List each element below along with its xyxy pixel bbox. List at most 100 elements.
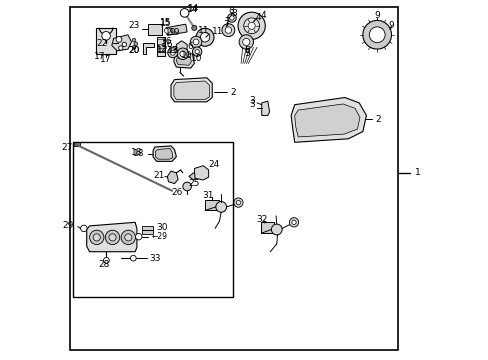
Text: 16: 16 — [162, 40, 173, 49]
Polygon shape — [188, 173, 198, 180]
Bar — [156, 37, 164, 56]
Circle shape — [247, 22, 255, 30]
Text: 17: 17 — [100, 55, 111, 64]
Circle shape — [229, 16, 234, 20]
Text: 19: 19 — [164, 28, 176, 37]
Circle shape — [89, 230, 104, 244]
Circle shape — [134, 42, 137, 45]
Polygon shape — [290, 98, 366, 142]
Circle shape — [180, 9, 188, 17]
Circle shape — [193, 39, 199, 45]
Circle shape — [164, 28, 170, 33]
Circle shape — [215, 202, 226, 212]
Text: 24: 24 — [208, 161, 220, 170]
Text: 32: 32 — [256, 215, 267, 224]
Circle shape — [244, 18, 259, 34]
Text: 6: 6 — [187, 42, 193, 51]
Text: 22: 22 — [96, 39, 107, 48]
Polygon shape — [174, 54, 194, 68]
Circle shape — [135, 233, 142, 240]
Text: 5: 5 — [244, 49, 249, 58]
Text: 13: 13 — [167, 46, 178, 55]
Text: 25: 25 — [188, 179, 200, 188]
Circle shape — [167, 48, 178, 58]
Polygon shape — [294, 104, 359, 137]
Text: 5: 5 — [244, 46, 250, 55]
Polygon shape — [155, 148, 172, 159]
Circle shape — [196, 28, 214, 46]
Circle shape — [190, 36, 202, 48]
Bar — [147, 24, 162, 35]
Circle shape — [227, 14, 236, 22]
Circle shape — [200, 33, 209, 42]
Circle shape — [81, 225, 87, 231]
Text: 3: 3 — [248, 96, 254, 105]
Text: 27: 27 — [61, 143, 73, 152]
Text: 7: 7 — [223, 19, 228, 28]
Circle shape — [242, 39, 249, 45]
Text: 2: 2 — [230, 87, 235, 96]
Circle shape — [222, 24, 234, 37]
Circle shape — [291, 220, 296, 225]
Text: 10: 10 — [181, 51, 192, 60]
Circle shape — [119, 46, 122, 50]
Polygon shape — [167, 171, 178, 184]
Circle shape — [124, 234, 132, 241]
Text: 12: 12 — [156, 45, 167, 54]
Text: 11: 11 — [197, 26, 208, 35]
Text: 23: 23 — [128, 21, 139, 30]
Circle shape — [130, 255, 136, 261]
Polygon shape — [112, 35, 131, 51]
Circle shape — [238, 12, 265, 40]
Text: 18: 18 — [133, 149, 144, 158]
Polygon shape — [143, 43, 154, 54]
Circle shape — [102, 32, 110, 40]
Circle shape — [368, 27, 384, 42]
Polygon shape — [176, 56, 191, 65]
Text: 33: 33 — [149, 254, 161, 263]
Polygon shape — [176, 41, 187, 54]
Text: 30: 30 — [156, 223, 167, 232]
Text: 1: 1 — [414, 168, 420, 177]
Text: 20: 20 — [128, 46, 139, 55]
Circle shape — [122, 42, 126, 46]
Circle shape — [93, 234, 100, 241]
Polygon shape — [86, 222, 137, 252]
Circle shape — [233, 198, 243, 207]
Bar — [142, 226, 153, 234]
Bar — [73, 142, 232, 297]
Text: 13: 13 — [167, 46, 179, 55]
Text: 14: 14 — [186, 5, 198, 14]
Text: 28: 28 — [98, 260, 109, 269]
Text: 4: 4 — [260, 10, 266, 19]
Circle shape — [362, 21, 391, 49]
Text: 26: 26 — [171, 188, 183, 197]
Circle shape — [192, 47, 202, 56]
Circle shape — [289, 218, 298, 227]
Text: 21: 21 — [153, 171, 164, 180]
Text: 19: 19 — [169, 28, 181, 37]
Text: 7: 7 — [224, 17, 230, 26]
Text: 4: 4 — [256, 13, 261, 22]
Polygon shape — [174, 81, 209, 100]
Text: 18: 18 — [130, 148, 142, 157]
Text: 3: 3 — [248, 100, 254, 109]
Text: 9: 9 — [387, 21, 393, 30]
Polygon shape — [153, 146, 176, 161]
Text: 11: 11 — [211, 27, 223, 36]
Bar — [74, 142, 80, 146]
Text: 10: 10 — [190, 54, 202, 63]
Polygon shape — [261, 101, 269, 116]
Circle shape — [109, 234, 116, 241]
Circle shape — [236, 201, 240, 205]
Text: 17: 17 — [93, 52, 105, 61]
Text: 12: 12 — [157, 46, 168, 55]
Circle shape — [132, 39, 136, 42]
Bar — [260, 222, 274, 233]
Circle shape — [116, 37, 122, 42]
Circle shape — [271, 224, 282, 235]
Text: 14: 14 — [187, 4, 199, 13]
Circle shape — [224, 27, 231, 33]
Circle shape — [180, 51, 185, 57]
Text: 15: 15 — [160, 18, 171, 27]
